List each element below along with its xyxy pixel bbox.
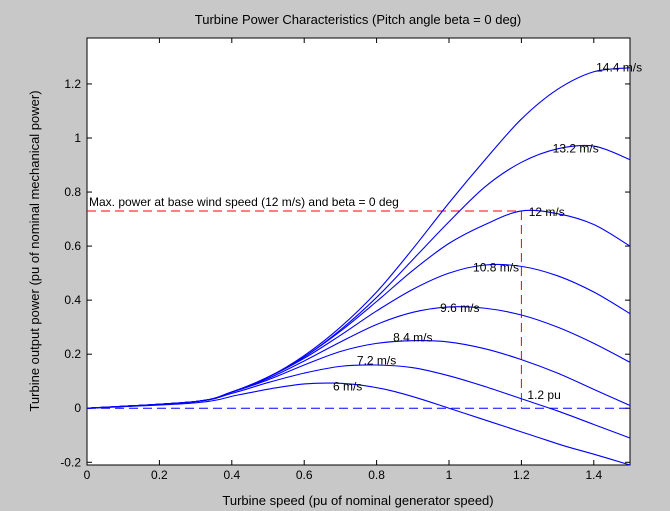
max-power-annotation: Max. power at base wind speed (12 m/s) a…: [89, 195, 399, 209]
axis-ticks: 0 0.2 0.4 0.6 0.8 1 1.2 1.4-0.200.20.40.60.811.…: [60, 38, 630, 482]
x-tick-label: 0.6: [296, 468, 313, 482]
chart-title: Turbine Power Characteristics (Pitch ang…: [195, 12, 522, 27]
base-speed-annotation: 1.2 pu: [527, 388, 560, 402]
y-tick-label: 0.4: [64, 293, 81, 307]
series-label: 14.4 m/s: [596, 60, 642, 74]
x-tick-label: 1.4: [585, 468, 602, 482]
series-label: 8.4 m/s: [393, 331, 432, 345]
y-axis-label: Turbine output power (pu of nominal mech…: [27, 90, 42, 411]
x-tick-label: 0.2: [151, 468, 168, 482]
plot-labels: 6 m/s 7.2 m/s 8.4 m/s 9.6 m/s 10.8 m/s 12 m/s…: [89, 60, 642, 402]
series-line-6-m-s: [86, 382, 631, 466]
series-label: 13.2 m/s: [553, 141, 599, 155]
y-tick-label: 1: [74, 131, 81, 145]
y-tick-label: 0: [74, 401, 81, 415]
y-tick-label: 0.8: [64, 185, 81, 199]
x-tick-label: 0.8: [368, 468, 385, 482]
plot-area: [86, 37, 631, 466]
series-label: 9.6 m/s: [440, 301, 479, 315]
y-tick-label: 0.2: [64, 347, 81, 361]
x-axis-label: Turbine speed (pu of nominal generator s…: [222, 493, 493, 508]
x-tick-label: 1: [446, 468, 453, 482]
series-label: 7.2 m/s: [357, 354, 396, 368]
series-line-14-4-m-s: [86, 67, 631, 409]
series-label: 10.8 m/s: [473, 260, 519, 274]
y-tick-label: 0.6: [64, 239, 81, 253]
series-line-7-2-m-s: [86, 364, 631, 439]
y-tick-label: -0.2: [60, 455, 81, 469]
series-label: 6 m/s: [333, 379, 362, 393]
y-tick-label: 1.2: [64, 77, 81, 91]
plot-lines: [86, 67, 631, 466]
x-tick-label: 0: [84, 468, 91, 482]
series-label: 12 m/s: [529, 205, 565, 219]
x-tick-label: 0.4: [223, 468, 240, 482]
x-tick-label: 1.2: [513, 468, 530, 482]
